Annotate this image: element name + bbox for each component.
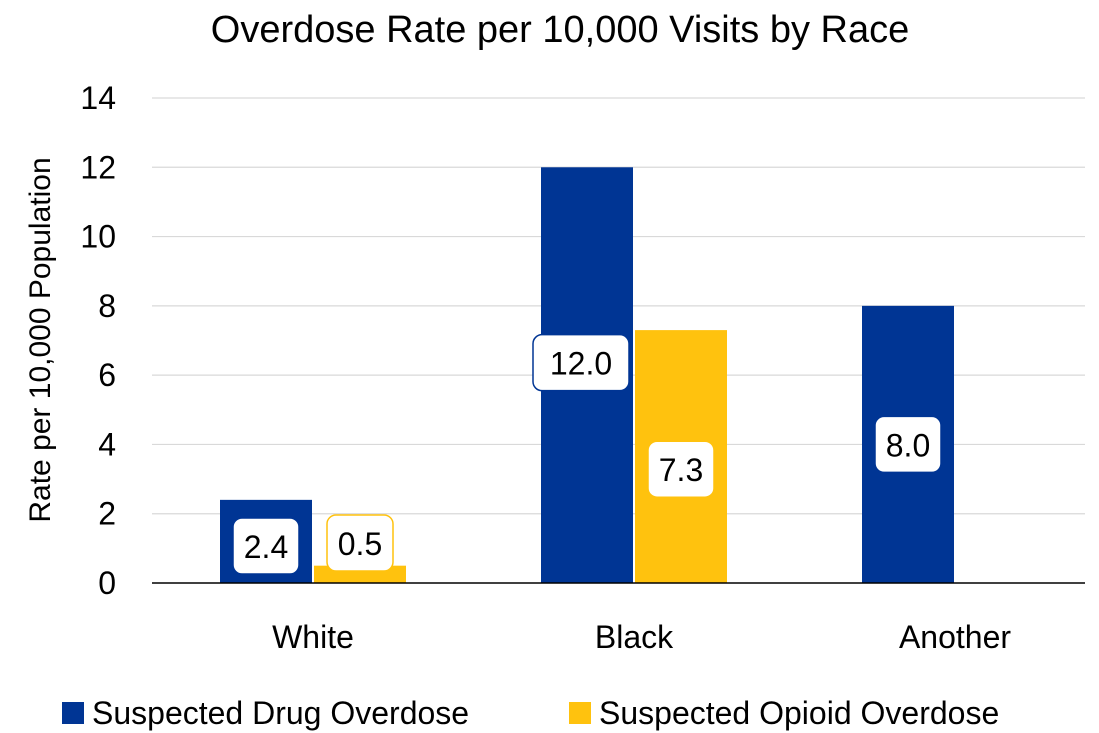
y-tick-label: 2 (98, 496, 116, 532)
data-label: 2.4 (244, 529, 288, 565)
legend-swatch (569, 702, 591, 724)
data-label: 12.0 (550, 346, 612, 382)
y-tick-label: 4 (98, 426, 116, 462)
y-tick-label: 14 (80, 80, 116, 116)
y-tick-label: 12 (80, 149, 116, 185)
y-axis-ticks: 0 2 4 6 8 10 12 14 (80, 80, 116, 601)
data-labels: 2.4 12.0 8.0 0.5 7.3 (232, 333, 942, 575)
data-label-box (874, 415, 942, 474)
data-label-box (232, 517, 300, 575)
data-label-box (532, 333, 630, 392)
legend-label: Suspected Drug Overdose (92, 695, 469, 731)
y-tick-label: 8 (98, 288, 116, 324)
data-label: 7.3 (659, 452, 703, 488)
data-label-box (647, 440, 715, 498)
legend-label: Suspected Opioid Overdose (599, 695, 999, 731)
x-category-label: White (272, 619, 354, 655)
data-label: 8.0 (886, 427, 930, 463)
x-category-label: Black (595, 619, 674, 655)
chart-title: Overdose Rate per 10,000 Visits by Race (211, 9, 909, 51)
y-axis-label: Rate per 10,000 Population (24, 157, 57, 522)
y-tick-label: 0 (98, 565, 116, 601)
data-label-box (326, 514, 394, 572)
x-axis-categories: White Black Another (272, 619, 1011, 655)
y-tick-label: 6 (98, 357, 116, 393)
legend-swatch (62, 702, 84, 724)
y-tick-label: 10 (80, 219, 116, 255)
x-category-label: Another (899, 619, 1011, 655)
data-label: 0.5 (338, 526, 382, 562)
legend: Suspected Drug Overdose Suspected Opioid … (62, 695, 999, 731)
